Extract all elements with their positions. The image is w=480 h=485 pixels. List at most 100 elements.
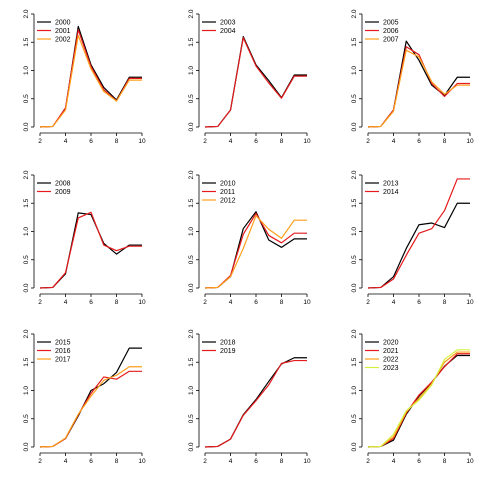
y-tick-label: 0.5 xyxy=(23,255,30,264)
x-tick-label: 10 xyxy=(303,299,311,306)
x-tick-label: 8 xyxy=(443,458,447,465)
legend: 2018 2019 xyxy=(202,339,236,355)
legend: 2008 2009 xyxy=(37,180,71,196)
series-line-2009 xyxy=(39,211,142,289)
legend-label: 2018 xyxy=(220,339,236,346)
series-line-2019 xyxy=(204,359,307,448)
y-tick-label: 1.5 xyxy=(188,198,195,207)
x-axis: 2 4 6 8 10 xyxy=(38,293,146,306)
y-tick-label: 1.0 xyxy=(188,227,195,236)
legend-label: 2017 xyxy=(55,356,71,363)
panel-8: 2 4 6 8 10 0.0 0.5 1.0 1.5 2.0 2018 2019 xyxy=(188,329,311,465)
series-line-2016 xyxy=(39,370,142,448)
x-tick-label: 8 xyxy=(115,299,119,306)
series-line-2008 xyxy=(39,212,142,289)
y-tick-label: 1.5 xyxy=(188,37,195,46)
y-tick-label: 2.0 xyxy=(351,170,358,179)
x-tick-label: 6 xyxy=(254,299,258,306)
x-tick-label: 8 xyxy=(443,299,447,306)
legend-label: 2002 xyxy=(55,36,71,43)
legend-label: 2010 xyxy=(220,180,236,187)
x-tick-label: 4 xyxy=(64,299,68,306)
x-tick-label: 8 xyxy=(115,138,119,145)
y-tick-label: 1.5 xyxy=(351,357,358,366)
y-tick-label: 2.0 xyxy=(351,9,358,18)
x-tick-label: 10 xyxy=(138,299,146,306)
x-tick-label: 10 xyxy=(466,138,474,145)
y-tick-label: 1.0 xyxy=(23,227,30,236)
series-line-2017 xyxy=(39,366,142,448)
x-tick-label: 6 xyxy=(89,299,93,306)
y-tick-label: 0.0 xyxy=(23,442,30,451)
y-tick-label: 2.0 xyxy=(188,329,195,338)
x-axis: 2 4 6 8 10 xyxy=(203,132,311,145)
x-axis: 2 4 6 8 10 xyxy=(366,132,474,145)
legend-label: 2000 xyxy=(55,19,71,26)
x-tick-label: 4 xyxy=(392,299,396,306)
x-tick-label: 2 xyxy=(203,299,207,306)
y-tick-label: 0.0 xyxy=(351,283,358,292)
x-tick-label: 2 xyxy=(38,458,42,465)
y-tick-label: 1.0 xyxy=(351,66,358,75)
x-tick-label: 8 xyxy=(280,458,284,465)
y-tick-label: 0.0 xyxy=(188,442,195,451)
y-tick-label: 1.0 xyxy=(23,386,30,395)
y-tick-label: 0.5 xyxy=(351,94,358,103)
y-tick-label: 0.5 xyxy=(188,255,195,264)
y-tick-label: 2.0 xyxy=(23,329,30,338)
legend-label: 2013 xyxy=(383,180,399,187)
legend-label: 2004 xyxy=(220,28,236,35)
series-line-2012 xyxy=(204,215,307,289)
y-tick-label: 2.0 xyxy=(351,329,358,338)
x-tick-label: 10 xyxy=(138,138,146,145)
panel-6: 2 4 6 8 10 0.0 0.5 1.0 1.5 2.0 2013 2014 xyxy=(351,170,474,306)
y-tick-label: 1.0 xyxy=(351,386,358,395)
y-tick-label: 1.0 xyxy=(188,66,195,75)
x-tick-label: 4 xyxy=(392,458,396,465)
x-tick-label: 8 xyxy=(443,138,447,145)
y-axis: 0.0 0.5 1.0 1.5 2.0 xyxy=(188,329,200,452)
x-tick-label: 10 xyxy=(303,138,311,145)
legend-label: 2006 xyxy=(383,28,399,35)
y-tick-label: 0.0 xyxy=(188,283,195,292)
series-line-2007 xyxy=(367,49,470,128)
y-tick-label: 0.5 xyxy=(351,255,358,264)
y-tick-label: 0.5 xyxy=(23,94,30,103)
legend-label: 2023 xyxy=(383,365,399,372)
x-axis: 2 4 6 8 10 xyxy=(366,452,474,465)
x-tick-label: 4 xyxy=(229,299,233,306)
x-tick-label: 4 xyxy=(229,458,233,465)
legend-label: 2001 xyxy=(55,28,71,35)
x-tick-label: 6 xyxy=(417,299,421,306)
legend-label: 2019 xyxy=(220,348,236,355)
x-tick-label: 6 xyxy=(417,458,421,465)
x-axis: 2 4 6 8 10 xyxy=(38,452,146,465)
legend-label: 2021 xyxy=(383,348,399,355)
y-tick-label: 1.5 xyxy=(351,37,358,46)
x-tick-label: 6 xyxy=(89,458,93,465)
y-axis: 0.0 0.5 1.0 1.5 2.0 xyxy=(351,9,363,132)
y-tick-label: 2.0 xyxy=(188,9,195,18)
y-tick-label: 1.0 xyxy=(23,66,30,75)
x-axis: 2 4 6 8 10 xyxy=(38,132,146,145)
legend-label: 2009 xyxy=(55,189,71,196)
x-tick-label: 2 xyxy=(203,138,207,145)
legend-label: 2020 xyxy=(383,339,399,346)
y-tick-label: 1.0 xyxy=(351,227,358,236)
legend-label: 2003 xyxy=(220,19,236,26)
y-tick-label: 1.5 xyxy=(23,357,30,366)
legend: 2003 2004 xyxy=(202,19,236,35)
series-line-2001 xyxy=(39,29,142,128)
series-line-2002 xyxy=(39,34,142,128)
y-tick-label: 2.0 xyxy=(188,170,195,179)
